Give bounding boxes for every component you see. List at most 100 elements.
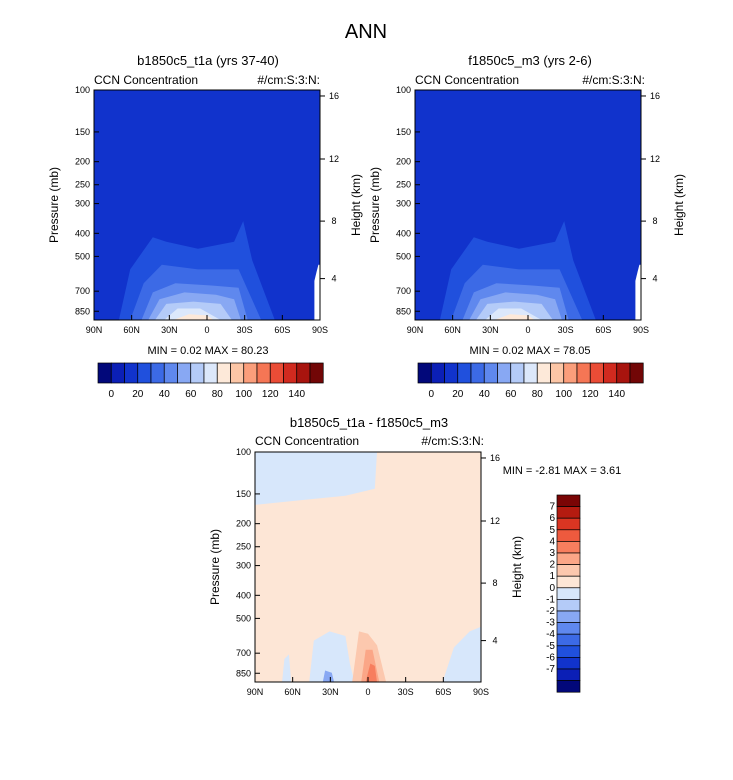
y2-tick-label: 12 bbox=[650, 154, 660, 164]
y2-tick-label: 12 bbox=[490, 516, 500, 526]
y2-tick-label: 4 bbox=[492, 636, 497, 646]
colorbar-swatch bbox=[576, 362, 591, 384]
colorbar-label: -1 bbox=[546, 594, 555, 605]
colorbar-label: 140 bbox=[288, 389, 305, 400]
colorbar-swatch bbox=[603, 362, 618, 384]
colorbar-swatch bbox=[110, 362, 125, 384]
y-tick-label: 100 bbox=[396, 85, 411, 95]
x-tick-label: 60S bbox=[595, 325, 611, 335]
y-tick-label: 150 bbox=[236, 489, 251, 499]
colorbar-swatch bbox=[556, 599, 581, 612]
colorbar-label: -3 bbox=[546, 618, 555, 629]
x-tick-label: 90S bbox=[633, 325, 649, 335]
colorbar-swatch bbox=[430, 362, 445, 384]
diff-ylabel: Pressure (mb) bbox=[208, 529, 222, 605]
colorbar-swatch bbox=[470, 362, 485, 384]
colorbar-swatch bbox=[556, 564, 581, 577]
y2-tick-label: 8 bbox=[652, 216, 657, 226]
right-panel-title: f1850c5_m3 (yrs 2-6) bbox=[468, 53, 592, 68]
x-tick-label: 0 bbox=[525, 325, 530, 335]
colorbar-swatch bbox=[177, 362, 192, 384]
y2-tick-label: 8 bbox=[331, 216, 336, 226]
right-units-label: #/cm:S:3:N: bbox=[582, 73, 645, 87]
colorbar-label: 20 bbox=[132, 389, 144, 400]
colorbar-label: 0 bbox=[428, 389, 434, 400]
colorbar-swatch bbox=[444, 362, 459, 384]
colorbar-swatch bbox=[483, 362, 498, 384]
colorbar-swatch bbox=[510, 362, 525, 384]
y-tick-label: 150 bbox=[396, 127, 411, 137]
y-tick-label: 850 bbox=[75, 306, 90, 316]
panel-right: f1850c5_m3 (yrs 2-6) CCN Concentration #… bbox=[368, 53, 686, 400]
right-field-label: CCN Concentration bbox=[415, 73, 519, 87]
colorbar-swatch bbox=[556, 552, 581, 565]
panel-left: b1850c5_t1a (yrs 37-40) CCN Concentratio… bbox=[47, 53, 363, 400]
colorbar-swatch bbox=[124, 362, 139, 384]
diff-field-label: CCN Concentration bbox=[255, 434, 359, 448]
colorbar-label: -7 bbox=[546, 664, 555, 675]
diff-panel-title: b1850c5_t1a - f1850c5_m3 bbox=[290, 415, 448, 430]
colorbar-label: -6 bbox=[546, 652, 555, 663]
colorbar-swatch bbox=[523, 362, 538, 384]
colorbar-swatch bbox=[550, 362, 565, 384]
main-title: ANN bbox=[345, 21, 387, 43]
diff-units-label: #/cm:S:3:N: bbox=[421, 434, 484, 448]
x-tick-label: 60S bbox=[274, 325, 290, 335]
contour-band-7 bbox=[494, 314, 535, 320]
colorbar-swatch bbox=[616, 362, 631, 384]
colorbar-swatch bbox=[269, 362, 284, 384]
right-ticks: 90N 60N 30N 0 30S 60S 90S 100 150 200 250 300 400 500… bbox=[396, 85, 660, 335]
colorbar-swatch bbox=[163, 362, 178, 384]
colorbar-label: 4 bbox=[549, 536, 555, 547]
y-tick-label: 300 bbox=[236, 561, 251, 571]
x-tick-label: 90N bbox=[247, 687, 264, 697]
left-ylabel: Pressure (mb) bbox=[47, 167, 61, 243]
colorbar-label: 0 bbox=[108, 389, 114, 400]
colorbar-swatch bbox=[556, 575, 581, 589]
y-tick-label: 250 bbox=[236, 542, 251, 552]
colorbar-swatch bbox=[629, 362, 644, 384]
y-tick-label: 250 bbox=[75, 180, 90, 190]
y-tick-label: 200 bbox=[236, 519, 251, 529]
missing-data-region bbox=[314, 264, 320, 320]
y-tick-label: 150 bbox=[75, 127, 90, 137]
colorbar-swatch bbox=[243, 362, 258, 384]
y2-tick-label: 4 bbox=[652, 274, 657, 284]
colorbar-swatch bbox=[536, 362, 551, 384]
colorbar-swatch bbox=[150, 362, 165, 384]
colorbar-swatch bbox=[296, 362, 311, 384]
y-tick-label: 700 bbox=[236, 648, 251, 658]
y-tick-label: 100 bbox=[236, 447, 251, 457]
colorbar-swatch bbox=[497, 362, 512, 384]
negative-region-upper bbox=[255, 452, 377, 505]
x-tick-label: 90N bbox=[407, 325, 424, 335]
colorbar-label: 80 bbox=[212, 389, 224, 400]
diff-plot-area bbox=[254, 451, 482, 683]
colorbar-swatch bbox=[556, 633, 581, 647]
diff-y2label: Height (km) bbox=[510, 536, 524, 598]
colorbar-swatch bbox=[556, 494, 581, 507]
x-tick-label: 60N bbox=[284, 687, 301, 697]
x-tick-label: 30S bbox=[398, 687, 414, 697]
colorbar-label: 40 bbox=[159, 389, 171, 400]
y-tick-label: 200 bbox=[75, 157, 90, 167]
colorbar-label: 7 bbox=[549, 502, 555, 513]
colorbar-label: 2 bbox=[549, 560, 555, 571]
colorbar-label: 6 bbox=[549, 513, 555, 524]
colorbar-label: 120 bbox=[262, 389, 279, 400]
y-tick-label: 500 bbox=[75, 251, 90, 261]
left-stats: MIN = 0.02 MAX = 80.23 bbox=[147, 345, 268, 357]
colorbar-label: -2 bbox=[546, 606, 555, 617]
colorbar-swatch bbox=[137, 362, 152, 384]
colorbar-swatch bbox=[230, 362, 245, 384]
x-tick-label: 0 bbox=[365, 687, 370, 697]
x-tick-label: 30S bbox=[558, 325, 574, 335]
y2-tick-label: 4 bbox=[331, 274, 336, 284]
y-tick-label: 400 bbox=[75, 228, 90, 238]
x-tick-label: 30N bbox=[482, 325, 499, 335]
y2-tick-label: 16 bbox=[490, 453, 500, 463]
colorbar-label: -5 bbox=[546, 641, 555, 652]
x-tick-label: 60N bbox=[444, 325, 461, 335]
colorbar-swatch bbox=[190, 362, 205, 384]
